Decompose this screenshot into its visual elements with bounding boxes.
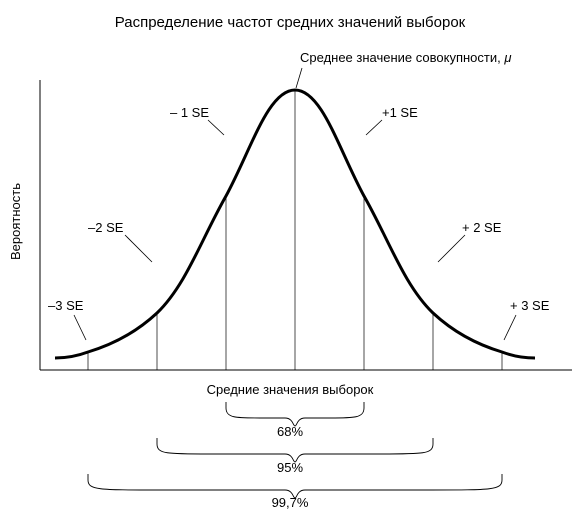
label-p1: +1 SE [382,105,418,120]
label-997: 99,7% [0,495,580,510]
label-p2: + 2 SE [462,220,501,235]
label-m2: –2 SE [88,220,123,235]
tick-p2 [438,235,465,262]
label-m3: –3 SE [48,298,83,313]
x-axis-label: Средние значения выборок [0,382,580,397]
label-p3: + 3 SE [510,298,549,313]
tick-p1 [366,120,382,135]
label-m1: – 1 SE [170,105,209,120]
mu-symbol: μ [504,50,511,65]
mu-label: Среднее значение совокупности, μ [300,50,512,65]
tick-p3 [504,315,516,340]
mu-label-text: Среднее значение совокупности, [300,50,501,65]
tick-m2 [125,235,152,262]
label-95: 95% [0,460,580,475]
mu-pointer [296,68,302,88]
tick-m1 [208,120,224,135]
tick-m3 [74,315,86,340]
label-68: 68% [0,424,580,439]
